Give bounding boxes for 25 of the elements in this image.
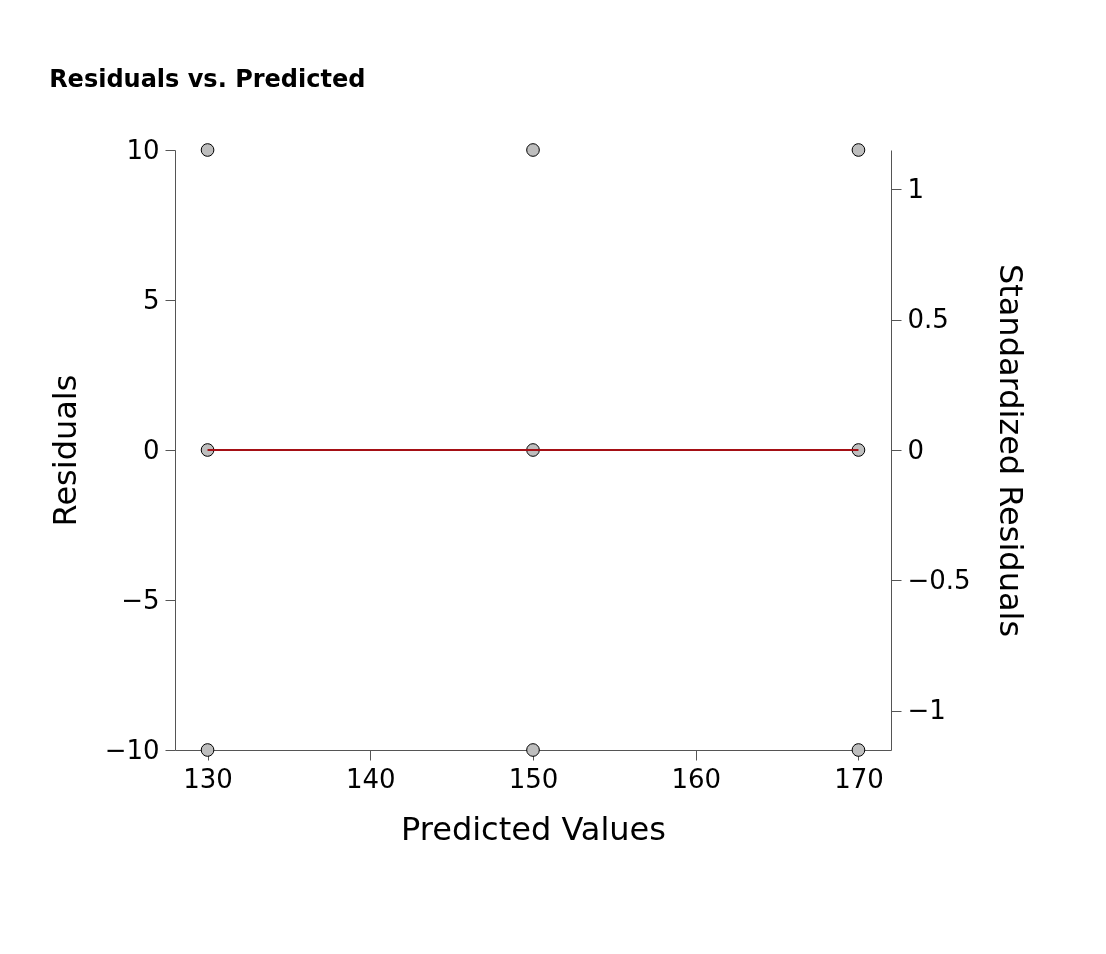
- x-axis-title: Predicted Values: [401, 809, 666, 848]
- y2-tick-label: −1: [907, 695, 946, 726]
- point: [526, 143, 540, 157]
- y-tick-label: 5: [142, 284, 160, 315]
- x-tick-label: 140: [345, 763, 396, 794]
- y-tick-label: 0: [142, 434, 160, 465]
- y-axis-title: Residuals: [45, 374, 84, 527]
- y2-tick-label: 1: [907, 173, 925, 204]
- x-tick-label: 130: [183, 763, 233, 794]
- y-tick-label: −10: [104, 734, 160, 765]
- point: [526, 743, 540, 757]
- point: [851, 143, 866, 157]
- y-tick-label: 10: [126, 134, 160, 165]
- point: [200, 743, 215, 757]
- x-tick-label: 170: [834, 763, 884, 794]
- y2-tick-label: −0.5: [907, 564, 971, 595]
- x-tick-label: 160: [671, 763, 722, 794]
- point: [851, 743, 866, 757]
- point: [200, 143, 215, 157]
- y2-axis-title: Standardized Residuals: [991, 263, 1030, 638]
- y2-tick-label: 0: [907, 434, 925, 465]
- y2-tick-label: 0.5: [907, 304, 949, 335]
- x-tick-label: 150: [508, 763, 559, 794]
- chart-title: Residuals vs. Predicted: [49, 65, 366, 93]
- y-tick-label: −5: [121, 584, 160, 615]
